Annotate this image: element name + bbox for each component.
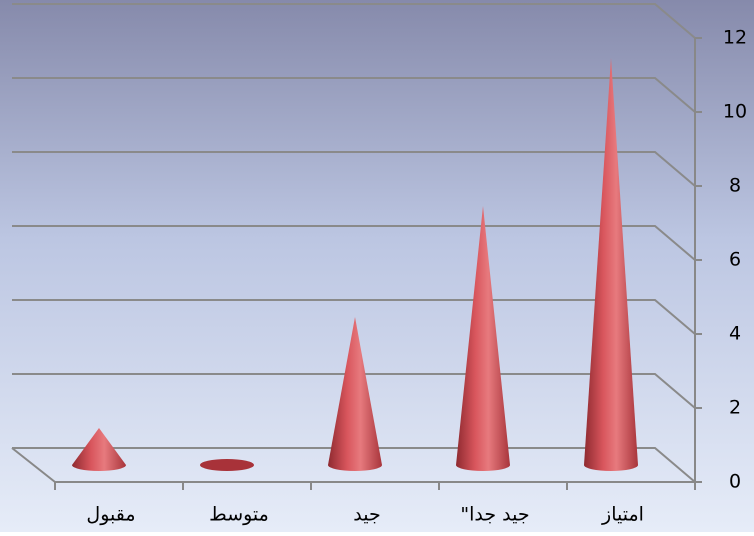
cone: [328, 317, 382, 471]
cone: [456, 206, 510, 471]
y-tick-label: 8: [729, 175, 741, 197]
grid-line: [12, 151, 696, 187]
y-tick-label: 4: [729, 323, 741, 345]
y-tick-label: 10: [723, 101, 747, 123]
grid-line: [12, 77, 696, 113]
x-tick-label: امتياز: [601, 504, 644, 526]
cone: [72, 428, 126, 471]
grid-line: [12, 373, 696, 409]
grid-line: [12, 299, 696, 335]
x-tick-label: جيد: [353, 504, 380, 526]
y-tick-label: 12: [723, 27, 747, 49]
x-tick-label: مقبول: [86, 504, 135, 526]
cone: [200, 459, 254, 471]
grid-line: [12, 225, 696, 261]
y-tick-label: 2: [729, 397, 741, 419]
cone: [584, 58, 638, 471]
grid-line: [12, 3, 696, 39]
x-tick-label: متوسط: [209, 504, 269, 526]
y-tick-label: 6: [729, 249, 741, 271]
floor-edge: [11, 447, 56, 483]
y-tick-label: 0: [729, 471, 741, 493]
grid: [11, 3, 702, 490]
grid-line: [12, 447, 696, 483]
marks: [72, 58, 638, 471]
x-tick-label: جيد جدا": [460, 504, 529, 526]
